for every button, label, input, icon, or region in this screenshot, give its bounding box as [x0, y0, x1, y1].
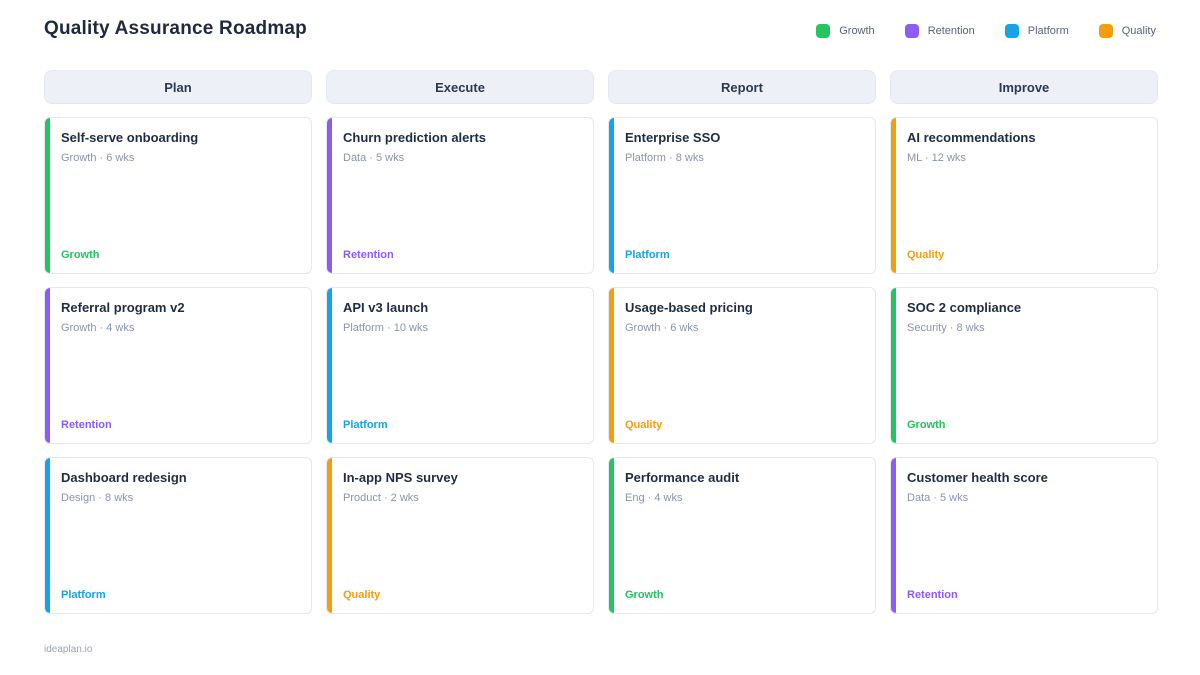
legend-label: Growth — [839, 25, 875, 37]
roadmap-board: Plan Self-serve onboarding Growth · 6 wk… — [44, 70, 1158, 614]
card-meta: Growth · 6 wks — [625, 322, 699, 334]
card-meta: Product · 2 wks — [343, 492, 419, 504]
card-tag: Retention — [343, 249, 394, 261]
legend-item-platform: Platform — [1004, 24, 1069, 38]
card-accent-bar — [609, 458, 614, 613]
legend-label: Platform — [1027, 25, 1069, 37]
card-accent-bar — [891, 458, 896, 613]
card-meta: Growth · 4 wks — [61, 322, 135, 334]
card-accent-bar — [327, 288, 332, 443]
card-body: Customer health score Data · 5 wks — [891, 458, 1157, 516]
page-title: Quality Assurance Roadmap — [44, 18, 307, 39]
card-tag: Platform — [61, 589, 106, 601]
card-meta: Growth · 6 wks — [61, 152, 135, 164]
column-execute: Execute Churn prediction alerts Data · 5… — [326, 70, 594, 614]
card-in-app-nps-survey[interactable]: In-app NPS survey Product · 2 wks Qualit… — [326, 457, 594, 614]
quality-color-swatch — [1098, 24, 1113, 38]
card-title: API v3 launch — [343, 300, 429, 315]
column-header-execute: Execute — [326, 70, 594, 104]
card-title: Referral program v2 — [61, 300, 185, 315]
card-tag: Platform — [343, 419, 388, 431]
legend-item-growth: Growth — [816, 24, 875, 38]
card-body: Churn prediction alerts Data · 5 wks — [327, 118, 593, 176]
growth-color-swatch — [816, 24, 831, 38]
card-body: API v3 launch Platform · 10 wks — [327, 288, 593, 346]
card-title: Enterprise SSO — [625, 130, 721, 145]
card-tag: Quality — [343, 589, 381, 601]
card-tag: Retention — [61, 419, 112, 431]
card-title: Self-serve onboarding — [61, 130, 199, 145]
card-title: Usage-based pricing — [625, 300, 753, 315]
card-body: Self-serve onboarding Growth · 6 wks — [45, 118, 311, 176]
card-title: Customer health score — [907, 470, 1048, 485]
card-body: Usage-based pricing Growth · 6 wks — [609, 288, 875, 346]
card-api-v3-launch[interactable]: API v3 launch Platform · 10 wks Platform — [326, 287, 594, 444]
card-tag: Quality — [625, 419, 663, 431]
legend-item-retention: Retention — [904, 24, 975, 38]
card-body: Referral program v2 Growth · 4 wks — [45, 288, 311, 346]
card-tag: Growth — [625, 589, 664, 601]
card-title: SOC 2 compliance — [907, 300, 1022, 315]
card-tag: Platform — [625, 249, 670, 261]
column-report: Report Enterprise SSO Platform · 8 wks P… — [608, 70, 876, 614]
card-usage-based-pricing[interactable]: Usage-based pricing Growth · 6 wks Quali… — [608, 287, 876, 444]
card-dashboard-redesign[interactable]: Dashboard redesign Design · 8 wks Platfo… — [44, 457, 312, 614]
column-improve: Improve AI recommendations ML · 12 wks Q… — [890, 70, 1158, 614]
column-header-report: Report — [608, 70, 876, 104]
legend-label: Retention — [927, 25, 975, 37]
card-title: In-app NPS survey — [343, 470, 458, 485]
card-title: AI recommendations — [907, 130, 1036, 145]
card-meta: Design · 8 wks — [61, 492, 134, 504]
legend-label: Quality — [1121, 25, 1156, 37]
card-customer-health-score[interactable]: Customer health score Data · 5 wks Reten… — [890, 457, 1158, 614]
card-tag: Growth — [907, 419, 946, 431]
card-body: AI recommendations ML · 12 wks — [891, 118, 1157, 176]
card-accent-bar — [891, 288, 896, 443]
column-header-plan: Plan — [44, 70, 312, 104]
card-churn-prediction-alerts[interactable]: Churn prediction alerts Data · 5 wks Ret… — [326, 117, 594, 274]
card-accent-bar — [327, 458, 332, 613]
card-referral-program-v2[interactable]: Referral program v2 Growth · 4 wks Reten… — [44, 287, 312, 444]
card-body: Performance audit Eng · 4 wks — [609, 458, 875, 516]
card-accent-bar — [609, 288, 614, 443]
card-body: Enterprise SSO Platform · 8 wks — [609, 118, 875, 176]
card-title: Performance audit — [625, 470, 740, 485]
card-accent-bar — [45, 118, 50, 273]
card-meta: Data · 5 wks — [907, 492, 969, 504]
card-body: SOC 2 compliance Security · 8 wks — [891, 288, 1157, 346]
card-meta: ML · 12 wks — [907, 152, 966, 164]
card-self-serve-onboarding[interactable]: Self-serve onboarding Growth · 6 wks Gro… — [44, 117, 312, 274]
card-title: Churn prediction alerts — [343, 130, 487, 145]
retention-color-swatch — [904, 24, 919, 38]
card-tag: Quality — [907, 249, 945, 261]
card-accent-bar — [609, 118, 614, 273]
card-performance-audit[interactable]: Performance audit Eng · 4 wks Growth — [608, 457, 876, 614]
card-meta: Platform · 10 wks — [343, 322, 428, 334]
legend-item-quality: Quality — [1098, 24, 1156, 38]
card-accent-bar — [327, 118, 332, 273]
card-ai-recommendations[interactable]: AI recommendations ML · 12 wks Quality — [890, 117, 1158, 274]
legend: Growth Retention Platform Quality — [816, 24, 1156, 38]
platform-color-swatch — [1004, 24, 1019, 38]
card-accent-bar — [45, 288, 50, 443]
card-meta: Security · 8 wks — [907, 322, 985, 334]
card-tag: Retention — [907, 589, 958, 601]
footer-branding: ideaplan.io — [44, 644, 93, 655]
card-enterprise-sso[interactable]: Enterprise SSO Platform · 8 wks Platform — [608, 117, 876, 274]
card-tag: Growth — [61, 249, 100, 261]
column-plan: Plan Self-serve onboarding Growth · 6 wk… — [44, 70, 312, 614]
column-header-improve: Improve — [890, 70, 1158, 104]
card-body: In-app NPS survey Product · 2 wks — [327, 458, 593, 516]
card-soc-2-compliance[interactable]: SOC 2 compliance Security · 8 wks Growth — [890, 287, 1158, 444]
card-accent-bar — [45, 458, 50, 613]
card-title: Dashboard redesign — [61, 470, 187, 485]
card-body: Dashboard redesign Design · 8 wks — [45, 458, 311, 516]
card-meta: Data · 5 wks — [343, 152, 405, 164]
card-meta: Platform · 8 wks — [625, 152, 704, 164]
card-meta: Eng · 4 wks — [625, 492, 683, 504]
card-accent-bar — [891, 118, 896, 273]
topbar: Quality Assurance Roadmap Growth Retenti… — [44, 18, 1156, 40]
